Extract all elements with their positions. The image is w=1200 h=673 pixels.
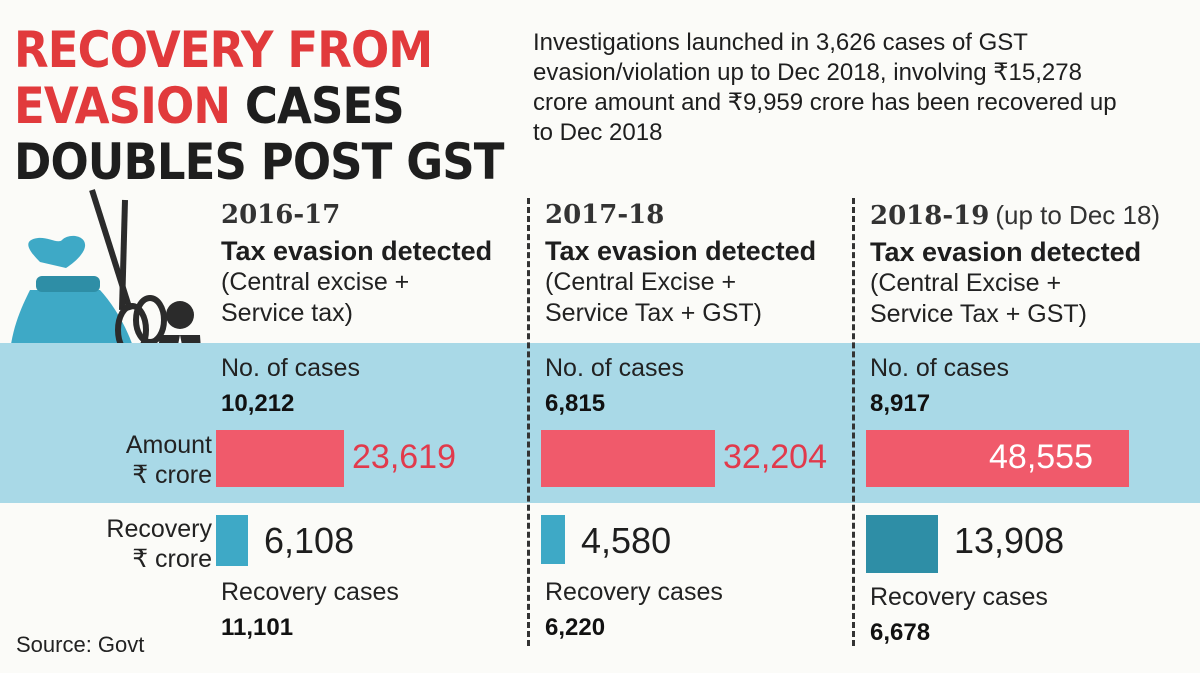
cases-label: No. of cases xyxy=(545,354,684,382)
recovery-label-line-1: Recovery xyxy=(106,515,212,543)
amount-row-label: Amount ₹ crore xyxy=(80,430,212,490)
recovery-cases-label: Recovery cases xyxy=(870,583,1048,611)
cases-value: 8,917 xyxy=(870,390,931,417)
column-heading: Tax evasion detected xyxy=(221,236,493,266)
amount-value-2017-18: 32,204 xyxy=(723,438,827,476)
column-subtitle-line-1: (Central Excise + xyxy=(545,268,737,296)
column-subtitle-line-1: (Central excise + xyxy=(221,268,410,296)
title-line-2-dark: CASES xyxy=(244,77,405,135)
amount-label-line-2: ₹ crore xyxy=(132,461,212,489)
column-divider-2 xyxy=(852,198,855,646)
column-subtitle-line-2: Service Tax + GST) xyxy=(545,299,762,327)
cases-value: 10,212 xyxy=(221,390,295,417)
amount-value-2018-19: 48,555 xyxy=(989,438,1093,476)
amount-bar-2018-19 xyxy=(866,430,1129,487)
chart-title: RECOVERY FROM EVASION CASES DOUBLES POST… xyxy=(14,22,558,190)
column-subtitle-line-2: Service Tax + GST) xyxy=(870,300,1087,328)
year-note: (up to Dec 18) xyxy=(995,200,1161,230)
recovery-bar-2018-19 xyxy=(866,515,938,573)
recovery-bar-2016-17 xyxy=(216,515,248,566)
recovery-label-line-2: ₹ crore xyxy=(132,545,212,573)
recovery-cases-label: Recovery cases xyxy=(221,578,399,606)
intro-text: Investigations launched in 3,626 cases o… xyxy=(533,29,1117,146)
column-divider-1 xyxy=(527,198,530,646)
source-note: Source: Govt xyxy=(16,632,145,657)
recovery-cases-value: 6,220 xyxy=(545,614,606,641)
year-label: 2016-17 xyxy=(221,200,341,230)
column-heading: Tax evasion detected xyxy=(870,237,1142,267)
recovery-cases-value: 11,101 xyxy=(221,614,294,641)
amount-value-2016-17: 23,619 xyxy=(352,438,456,476)
cases-value: 6,815 xyxy=(545,390,606,417)
amount-label-line-1: Amount xyxy=(125,431,212,459)
title-line-3: DOUBLES POST GST xyxy=(14,133,504,191)
recovery-row-label: Recovery ₹ crore xyxy=(80,514,212,574)
recovery-value-2018-19: 13,908 xyxy=(954,520,1065,561)
recovery-value-2016-17: 6,108 xyxy=(264,520,355,561)
title-line-1: RECOVERY FROM xyxy=(14,21,433,79)
title-line-2: EVASION CASES xyxy=(14,78,504,134)
scissors-icon xyxy=(89,189,167,357)
column-subtitle-line-1: (Central Excise + xyxy=(870,269,1062,297)
year-label: 2018-19 xyxy=(870,201,990,231)
year-label: 2017-18 xyxy=(545,200,665,230)
recovery-cases-value: 6,678 xyxy=(870,619,931,646)
column-2018-19: 2018-19 (up to Dec 18) Tax evasion detect… xyxy=(870,200,1190,330)
column-2016-17: 2016-17 Tax evasion detected (Central ex… xyxy=(221,200,521,329)
recovery-bar-2017-18 xyxy=(541,515,565,564)
column-subtitle-line-2: Service tax) xyxy=(221,299,353,327)
amount-bar-2016-17 xyxy=(216,430,344,487)
recovery-cases-label: Recovery cases xyxy=(545,578,723,606)
recovery-value-2017-18: 4,580 xyxy=(581,520,672,561)
column-2017-18: 2017-18 Tax evasion detected (Central Ex… xyxy=(545,200,845,329)
amount-bar-2017-18 xyxy=(541,430,715,487)
cases-label: No. of cases xyxy=(221,354,360,382)
title-line-2-red: EVASION xyxy=(14,77,231,135)
cases-label: No. of cases xyxy=(870,354,1009,382)
column-heading: Tax evasion detected xyxy=(545,236,817,266)
year-label-row: 2018-19 (up to Dec 18) xyxy=(870,200,1190,231)
